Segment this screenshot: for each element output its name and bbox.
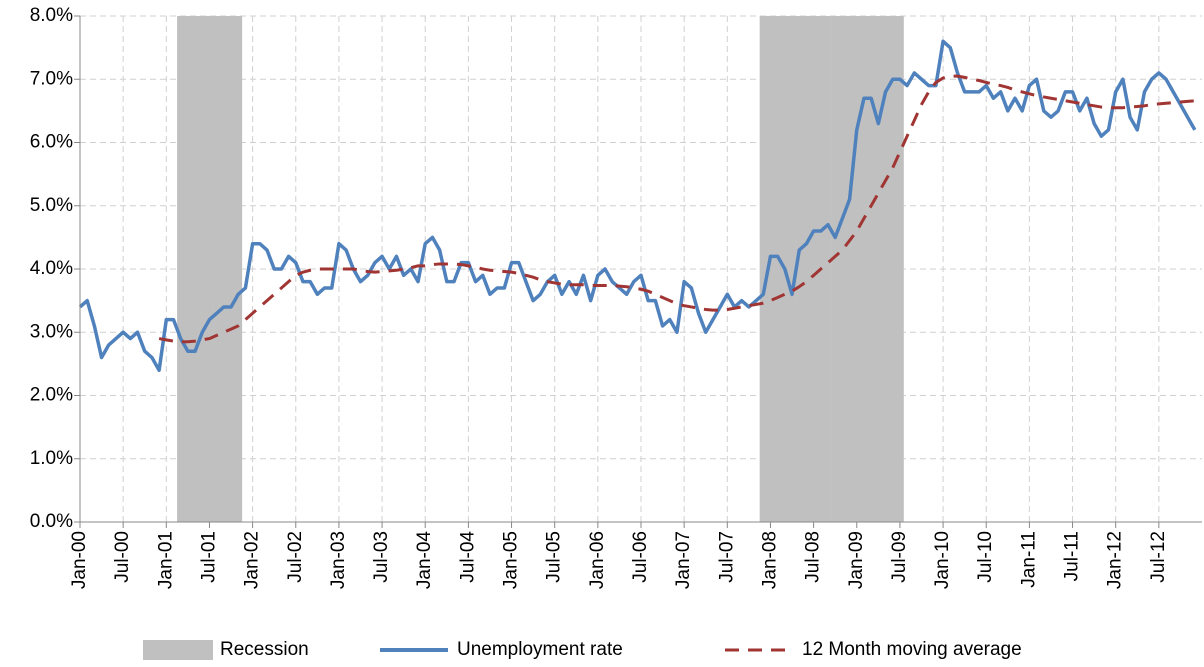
recession-bar	[184, 16, 192, 522]
x-tick-label: Jul-07	[716, 531, 737, 583]
unemployment-line	[78, 39, 1197, 372]
x-tick-label: Jan-00	[69, 531, 90, 589]
recession-bar	[889, 16, 897, 522]
x-tick-label: Jul-12	[1148, 531, 1169, 583]
legend-label: Unemployment rate	[457, 639, 623, 660]
moving-average-line	[158, 74, 1195, 344]
legend-label: Recession	[220, 639, 309, 660]
recession-bar	[867, 16, 876, 522]
x-tick-label: Jan-11	[1018, 531, 1039, 588]
x-tick-label: Jul-10	[975, 531, 996, 583]
y-tick-label: 8.0%	[30, 5, 73, 26]
legend-label: 12 Month moving average	[802, 639, 1022, 660]
y-tick-label: 1.0%	[30, 448, 73, 469]
x-tick-label: Jul-03	[371, 531, 392, 583]
y-tick-label: 4.0%	[30, 258, 73, 279]
y-tick-label: 5.0%	[30, 195, 73, 216]
x-tick-label: Jul-08	[803, 531, 824, 583]
x-tick-label: Jul-09	[889, 531, 910, 583]
x-tick-label: Jul-04	[457, 531, 478, 583]
x-tick-label: Jan-12	[1105, 531, 1126, 589]
recession-bar	[802, 16, 811, 522]
x-tick-label: Jan-03	[328, 531, 349, 589]
recession-bar	[759, 16, 768, 522]
x-tick-label: Jan-07	[673, 531, 694, 589]
recession-bar	[220, 16, 228, 522]
x-tick-label: Jul-11	[1062, 531, 1083, 581]
recession-bar	[824, 16, 832, 522]
recession-bar	[831, 16, 840, 522]
recession-bar	[234, 16, 243, 522]
recession-bar	[198, 16, 207, 522]
y-tick-label: 0.0%	[30, 511, 73, 532]
recession-bar	[774, 16, 782, 522]
x-tick-label: Jan-05	[501, 531, 522, 589]
legend-swatch	[143, 640, 213, 660]
recession-bar	[845, 16, 854, 522]
recession-bar	[227, 16, 235, 522]
recession-bar	[896, 16, 904, 522]
y-tick-label: 6.0%	[30, 132, 73, 153]
x-tick-label: Jul-06	[630, 531, 651, 583]
x-tick-label: Jul-05	[544, 531, 565, 583]
recession-bar	[766, 16, 775, 522]
recession-bar	[788, 16, 796, 522]
recession-bar	[191, 16, 199, 522]
x-tick-label: Jan-09	[846, 531, 867, 589]
recession-bar	[838, 16, 847, 522]
x-tick-label: Jan-02	[242, 531, 263, 589]
x-tick-label: Jan-06	[587, 531, 608, 589]
recession-bar	[810, 16, 818, 522]
recession-bar	[795, 16, 804, 522]
recession-bar	[874, 16, 883, 522]
recession-bar	[177, 16, 185, 522]
recession-bar	[213, 16, 221, 522]
recession-bar	[205, 16, 214, 522]
recession-bar	[860, 16, 868, 522]
x-tick-label: Jan-10	[932, 531, 953, 589]
x-tick-label: Jan-08	[759, 531, 780, 589]
y-tick-label: 7.0%	[30, 68, 73, 89]
x-tick-label: Jul-01	[198, 531, 219, 583]
x-tick-label: Jul-00	[112, 531, 133, 583]
recession-bar	[881, 16, 890, 522]
x-tick-label: Jul-02	[285, 531, 306, 583]
recession-bar	[853, 16, 861, 522]
y-tick-label: 3.0%	[30, 321, 73, 342]
x-tick-label: Jan-04	[414, 531, 435, 590]
y-tick-label: 2.0%	[30, 385, 73, 406]
x-tick-label: Jan-01	[155, 531, 176, 589]
